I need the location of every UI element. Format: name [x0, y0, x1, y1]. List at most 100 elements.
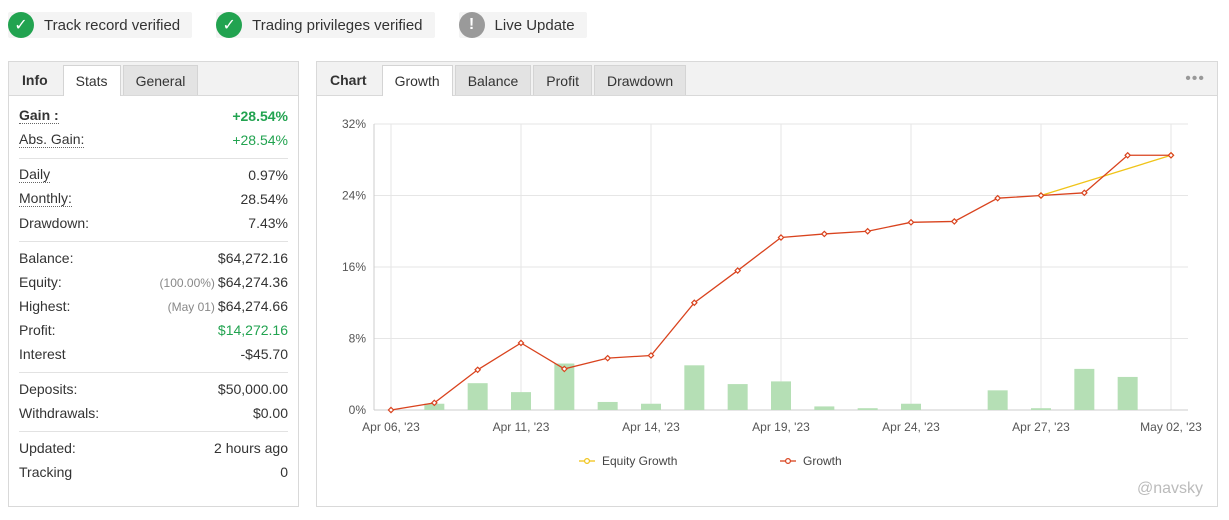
x-tick-label: May 02, '23	[1140, 420, 1202, 434]
drawdown-value: 7.43%	[248, 215, 288, 231]
stats-panel: Info Stats General Gain : +28.54% Abs. G…	[8, 61, 299, 507]
tab-info[interactable]: Info	[22, 72, 48, 88]
daily-bar	[424, 403, 445, 410]
growth-point	[734, 267, 742, 275]
stat-row-profit: Profit: $14,272.16	[19, 318, 288, 342]
legend-label: Growth	[803, 454, 842, 468]
trading-privileges-badge: ✓ Trading privileges verified	[216, 12, 435, 38]
equity-percent: (100.00%)	[159, 276, 215, 290]
badge-label: Track record verified	[44, 16, 181, 34]
daily-bar	[1117, 376, 1138, 410]
track-record-badge: ✓ Track record verified	[8, 12, 193, 38]
daily-bar	[554, 363, 575, 410]
y-tick-label: 8%	[349, 332, 367, 346]
stat-row-drawdown: Drawdown: 7.43%	[19, 211, 288, 235]
stat-row-daily: Daily 0.97%	[19, 163, 288, 187]
stat-row-monthly: Monthly: 28.54%	[19, 187, 288, 211]
live-update-badge: ! Live Update	[458, 12, 587, 38]
gain-group: Gain : +28.54% Abs. Gain: +28.54%	[19, 100, 288, 159]
daily-bar	[727, 384, 748, 410]
monthly-value: 28.54%	[240, 191, 288, 207]
daily-bar	[814, 406, 835, 410]
abs-gain-label[interactable]: Abs. Gain:	[19, 131, 85, 148]
withdrawals-label: Withdrawals:	[19, 405, 100, 421]
growth-point	[907, 218, 915, 226]
highest-date: (May 01)	[167, 300, 215, 314]
deposits-label: Deposits:	[19, 381, 78, 397]
stat-row-equity: Equity: (100.00%) $64,274.36	[19, 270, 288, 294]
growth-point	[517, 339, 525, 347]
daily-bar	[771, 381, 791, 410]
daily-bar	[1031, 408, 1051, 410]
verification-badges: ✓ Track record verified ✓ Trading privil…	[8, 12, 611, 42]
highest-value: (May 01) $64,274.66	[168, 298, 288, 314]
x-tick-label: Apr 27, '23	[1012, 420, 1070, 434]
tab-balance[interactable]: Balance	[454, 65, 532, 95]
stat-row-abs-gain: Abs. Gain: +28.54%	[19, 128, 288, 152]
monthly-label[interactable]: Monthly:	[19, 190, 72, 207]
daily-bar	[857, 408, 878, 410]
tab-profit[interactable]: Profit	[533, 65, 592, 95]
chart-tabbar: Chart Growth Balance Profit Drawdown •••	[317, 62, 1217, 96]
stat-row-tracking: Tracking 0	[19, 460, 288, 484]
meta-group: Updated: 2 hours ago Tracking 0	[19, 432, 288, 490]
more-options-icon[interactable]: •••	[1185, 70, 1205, 87]
withdrawals-value: $0.00	[252, 405, 288, 421]
stat-row-withdrawals: Withdrawals: $0.00	[19, 401, 288, 425]
gain-label[interactable]: Gain :	[19, 107, 59, 124]
growth-point	[474, 366, 482, 374]
daily-bar	[987, 390, 1008, 410]
legend-marker-dot	[584, 458, 591, 465]
stat-row-updated: Updated: 2 hours ago	[19, 436, 288, 460]
growth-point	[430, 399, 438, 407]
equity-amount: $64,274.36	[217, 274, 288, 290]
tab-stats[interactable]: Stats	[62, 65, 121, 96]
tab-drawdown[interactable]: Drawdown	[593, 65, 687, 95]
gain-value: +28.54%	[232, 108, 288, 124]
legend-marker-dot	[785, 458, 792, 465]
tracking-value: 0	[280, 464, 288, 480]
x-tick-label: Apr 19, '23	[752, 420, 810, 434]
daily-label[interactable]: Daily	[19, 166, 51, 183]
stats-tabbar: Info Stats General	[9, 62, 298, 96]
tab-growth[interactable]: Growth	[381, 65, 453, 96]
growth-point	[1167, 151, 1175, 159]
growth-point	[647, 352, 655, 359]
drawdown-label: Drawdown:	[19, 215, 90, 231]
equity-growth-line	[1040, 154, 1172, 197]
tracking-label: Tracking	[19, 464, 73, 480]
stat-row-gain: Gain : +28.54%	[19, 104, 288, 128]
updated-label: Updated:	[19, 440, 76, 456]
tab-chart[interactable]: Chart	[330, 72, 367, 88]
interest-label: Interest	[19, 346, 66, 362]
x-tick-label: Apr 14, '23	[622, 420, 680, 434]
stats-list: Gain : +28.54% Abs. Gain: +28.54% Daily …	[9, 96, 298, 490]
check-icon: ✓	[216, 12, 243, 38]
highest-label: Highest:	[19, 298, 71, 314]
growth-point	[950, 217, 958, 225]
daily-bar	[597, 401, 618, 410]
legend-label: Equity Growth	[602, 454, 677, 468]
daily-bar	[641, 403, 661, 410]
growth-point	[690, 299, 698, 307]
equity-value: (100.00%) $64,274.36	[160, 274, 288, 290]
growth-point	[864, 227, 872, 235]
growth-point	[604, 354, 612, 362]
profit-label: Profit:	[19, 322, 56, 338]
funding-group: Deposits: $50,000.00 Withdrawals: $0.00	[19, 373, 288, 432]
deposits-value: $50,000.00	[217, 381, 288, 397]
daily-bar	[1074, 368, 1095, 410]
y-tick-label: 16%	[342, 260, 366, 274]
growth-point	[777, 234, 785, 241]
growth-chart: 0% 8% 16% 24% 32% Apr 06, '23 Apr 11, '23 Apr 1…	[317, 97, 1217, 507]
daily-bar	[467, 383, 488, 410]
daily-value: 0.97%	[248, 167, 288, 183]
tab-general[interactable]: General	[122, 65, 199, 95]
chart-panel: Chart Growth Balance Profit Drawdown •••…	[316, 61, 1218, 507]
profit-value: $14,272.16	[217, 322, 288, 338]
stat-row-highest: Highest: (May 01) $64,274.66	[19, 294, 288, 318]
stat-row-balance: Balance: $64,272.16	[19, 246, 288, 270]
balance-value: $64,272.16	[217, 250, 288, 266]
updated-value: 2 hours ago	[214, 440, 288, 456]
exclamation-icon: !	[458, 12, 485, 38]
